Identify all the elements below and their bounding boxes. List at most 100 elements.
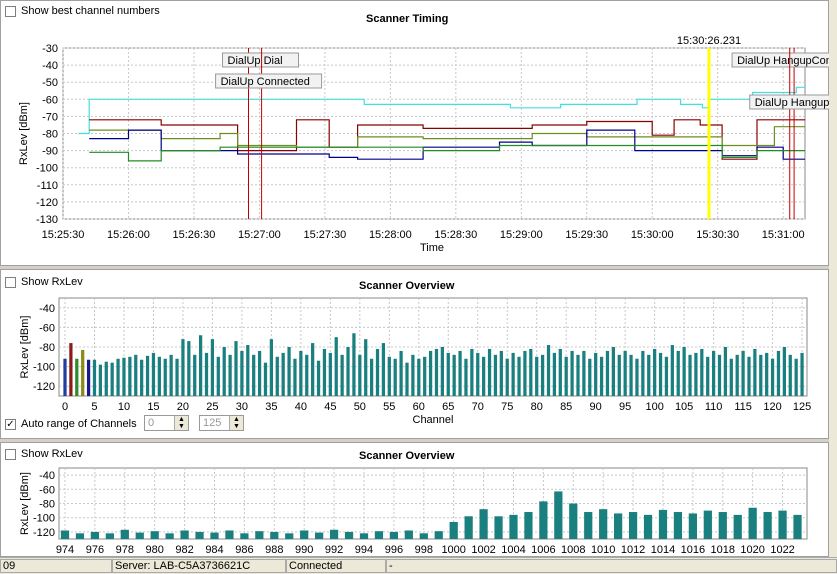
bar-channel-1003	[494, 516, 503, 539]
bar-channel-78	[523, 350, 527, 396]
bar-channel-1019	[733, 514, 742, 539]
bar-channel-125	[800, 352, 804, 396]
x-tick-label: 120	[763, 401, 781, 413]
bar-channel-99	[647, 354, 651, 396]
bar-channel-26	[216, 356, 220, 396]
bar-channel-1002	[479, 509, 488, 539]
bar-channel-985	[225, 530, 234, 539]
y-axis-label: RxLev [dBm]	[18, 102, 30, 165]
bar-channel-29	[234, 341, 238, 396]
bar-channel-978	[120, 529, 129, 539]
checkbox-box[interactable]	[5, 5, 16, 17]
spinner-arrows-icon[interactable]: ▲ ▼	[229, 416, 243, 430]
x-tick-label: 984	[205, 544, 223, 556]
bar-channel-95	[623, 350, 627, 396]
bar-channel-87	[576, 354, 580, 396]
x-tick-label: 1004	[501, 544, 525, 556]
bar-channel-49	[352, 333, 356, 396]
checkbox-box[interactable]	[5, 448, 16, 460]
bar-channel-68	[464, 358, 468, 396]
status-cell-left: 09	[0, 559, 112, 573]
x-tick-label: 15:28:30	[434, 229, 477, 241]
auto-range-label: Auto range of Channels	[21, 418, 137, 430]
x-tick-label: 1018	[711, 544, 735, 556]
x-tick-label: 55	[383, 401, 395, 413]
scanner-timing-panel: Show best channel numbers Scanner Timing…	[0, 0, 830, 266]
bar-channel-116	[747, 356, 751, 396]
bar-channel-65	[446, 352, 450, 396]
bar-channel-88	[582, 350, 586, 396]
scanner-timing-title: Scanner Timing	[366, 13, 449, 25]
x-tick-label: 15:29:00	[500, 229, 543, 241]
x-tick-label: 15:30:00	[631, 229, 674, 241]
bar-channel-75	[505, 358, 509, 396]
x-tick-label: 20	[177, 401, 189, 413]
range-min-spinner[interactable]: 0 ▲ ▼	[144, 415, 189, 431]
splitter[interactable]	[0, 439, 837, 442]
bar-channel-24	[204, 352, 209, 396]
bar-channel-17	[163, 358, 167, 396]
bar-channel-81	[540, 354, 545, 396]
checkbox-box[interactable]	[5, 276, 16, 288]
scanner-timing-chart[interactable]: -30 -40 -50 -60 -70 -80 -90 -100 -110 -120 -130 15:…	[1, 1, 830, 265]
auto-range-check-box[interactable]: ✓	[5, 418, 16, 430]
spinner-arrows-icon[interactable]: ▲ ▼	[174, 416, 188, 430]
bar-channel-71	[482, 356, 486, 396]
bar-channel-1000	[449, 521, 458, 539]
x-tick-label: 988	[265, 544, 283, 556]
bar-channel-48	[346, 347, 350, 396]
scanner-overview-chart-1[interactable]: -40 -60 -80 -100 -120 0 5 10 15 20 25 30 35 40 45 50 55 6…	[1, 270, 830, 438]
vertical-scrollbar[interactable]	[829, 0, 837, 557]
y-tick-label: -50	[42, 77, 58, 89]
y-tick-label: -40	[39, 303, 55, 315]
bar-channel-82	[546, 345, 551, 396]
bar-channel-86	[570, 350, 574, 396]
bar-channel-42	[311, 343, 315, 396]
bar-channel-20	[181, 339, 185, 396]
event-label: DialUp Hangup	[755, 97, 830, 109]
splitter[interactable]	[0, 266, 837, 269]
bar-channel-63	[434, 348, 439, 396]
bar-channel-101	[658, 352, 663, 396]
show-best-channel-checkbox[interactable]: Show best channel numbers	[5, 5, 160, 17]
x-tick-label: 15:26:00	[107, 229, 150, 241]
show-rxlev-label-2: Show RxLev	[21, 448, 83, 460]
bar-channel-120	[770, 358, 775, 396]
bar-channel-106	[688, 354, 692, 396]
bar-channel-30	[240, 350, 244, 396]
show-rxlev-checkbox-1[interactable]: Show RxLev	[5, 276, 83, 288]
bar-channel-91	[599, 356, 604, 396]
bar-channel-61	[423, 356, 427, 396]
bar-channel-115	[741, 350, 745, 396]
bar-channel-25	[210, 339, 215, 396]
x-tick-label: 1022	[770, 544, 794, 556]
bar-channel-44	[322, 348, 327, 396]
bar-channel-64	[440, 347, 444, 396]
x-tick-label: 1016	[681, 544, 705, 556]
bar-channel-996	[389, 531, 398, 539]
auto-range-checkbox[interactable]: ✓ Auto range of Channels	[5, 418, 137, 430]
bar-channel-976	[90, 531, 100, 539]
bar-channel-60	[417, 358, 421, 396]
bar-channel-84	[558, 348, 562, 396]
bar-channel-103	[670, 345, 674, 396]
x-tick-label: 0	[62, 401, 68, 413]
bar-channel-45	[328, 352, 332, 396]
series-line-olive	[89, 126, 805, 148]
bar-channel-92	[605, 350, 610, 396]
bar-channel-975	[75, 533, 85, 539]
y-axis-label: RxLev [dBm]	[19, 316, 31, 379]
bar-channel-50	[358, 354, 362, 396]
range-max-spinner[interactable]: 125 ▲ ▼	[199, 415, 244, 431]
x-tick-label: 90	[590, 401, 602, 413]
y-tick-label: -60	[39, 322, 55, 334]
bar-channel-57	[399, 350, 403, 396]
bar-channel-117	[753, 348, 757, 396]
bar-channel-80	[535, 356, 539, 396]
bar-channel-43	[316, 360, 321, 396]
y-tick-label: -110	[37, 180, 58, 192]
show-rxlev-checkbox-2[interactable]: Show RxLev	[5, 448, 83, 460]
event-label: DialUp Connected	[221, 76, 310, 88]
bar-channel-83	[552, 352, 557, 396]
